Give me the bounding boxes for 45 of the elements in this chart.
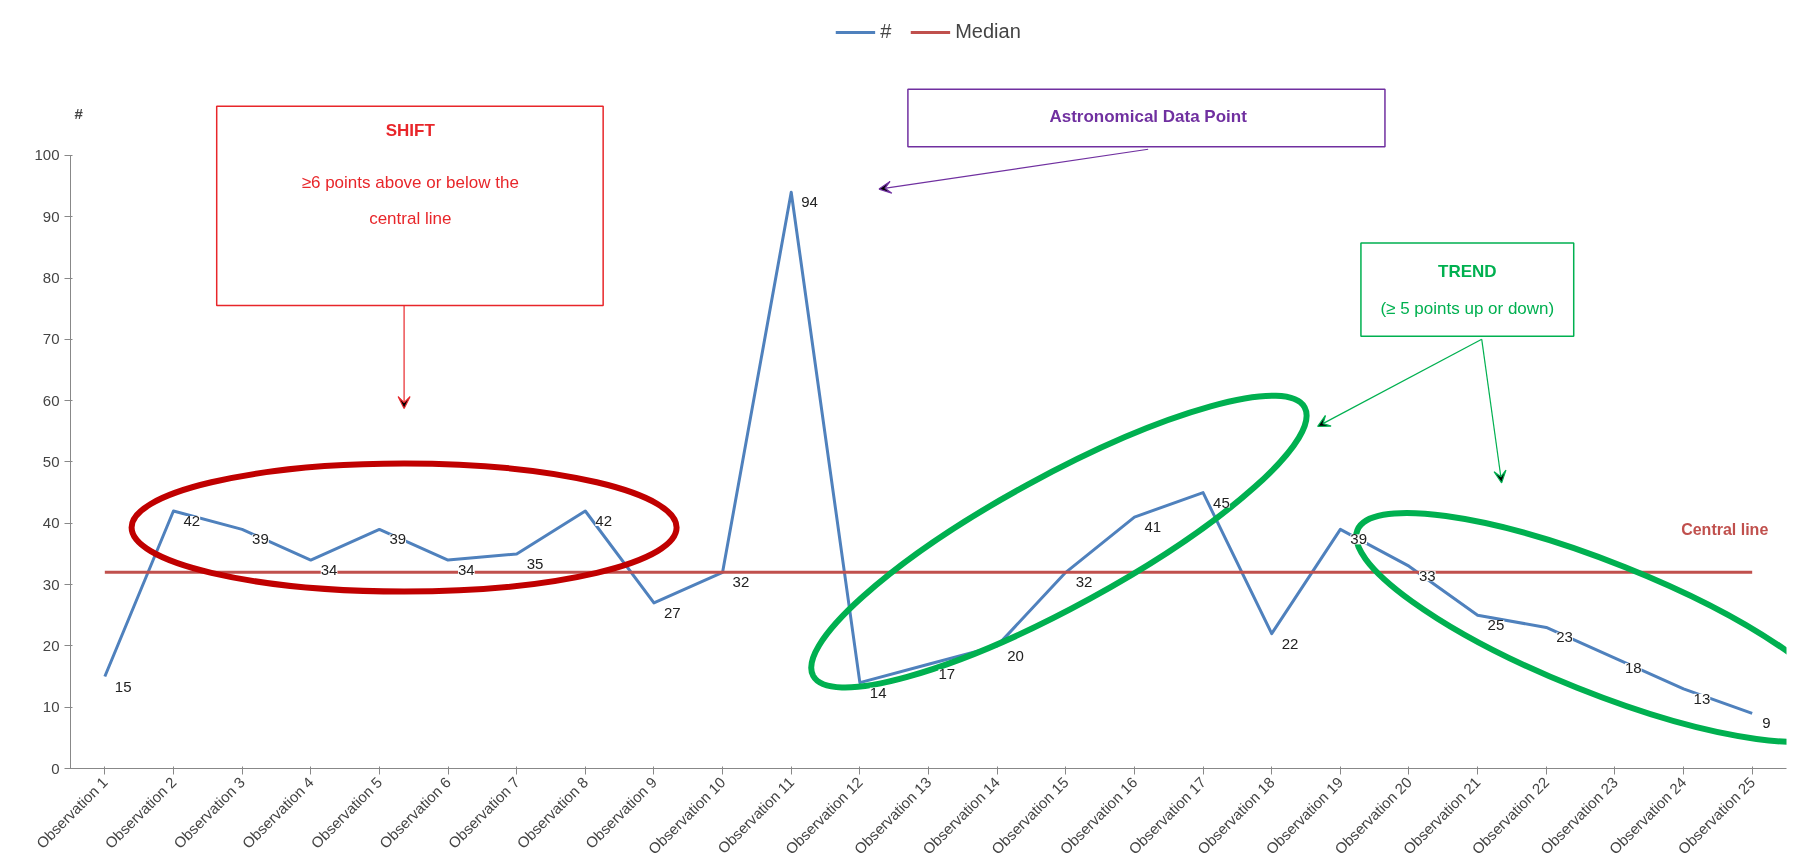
text: SHIFT — [385, 121, 436, 141]
y-tick-label: 70 — [42, 330, 60, 348]
data-label: 42 — [183, 511, 201, 529]
data-label: 35 — [526, 554, 544, 572]
text: Astronomical Data Point — [1049, 107, 1248, 127]
data-label: 41 — [1144, 518, 1162, 536]
y-tick-label: 60 — [42, 391, 60, 409]
legend-label: # — [880, 20, 893, 43]
y-tick-label: 40 — [42, 514, 60, 532]
data-label: 32 — [1075, 573, 1093, 591]
data-label: 33 — [1418, 567, 1436, 585]
y-tick-label: 80 — [42, 269, 60, 287]
data-label: 25 — [1487, 616, 1505, 634]
y-tick-label: 50 — [42, 452, 60, 470]
data-label: 39 — [252, 530, 269, 548]
data-label: 17 — [938, 665, 956, 683]
y-tick-label: 20 — [42, 636, 60, 654]
data-label: 15 — [114, 677, 132, 695]
annotation: ≥6 points above or below the central line — [301, 173, 519, 229]
data-label: 39 — [389, 530, 407, 548]
data-label: 23 — [1556, 628, 1573, 646]
y-axis-title: # — [74, 104, 84, 122]
data-label: 34 — [458, 561, 475, 579]
data-label: 39 — [1350, 530, 1368, 548]
data-label: 13 — [1693, 689, 1711, 707]
data-label: 94 — [801, 193, 818, 211]
data-label: 45 — [1213, 493, 1230, 511]
y-tick-label: 0 — [51, 759, 60, 777]
y-tick-label: 90 — [42, 207, 60, 225]
data-label: 18 — [1624, 659, 1642, 677]
y-tick-label: 100 — [34, 146, 60, 164]
annotation: Central line — [1681, 520, 1769, 538]
data-label: 20 — [1007, 646, 1024, 664]
data-label: 32 — [732, 573, 750, 591]
y-tick-label: 10 — [42, 698, 60, 716]
data-label: 14 — [869, 683, 887, 701]
y-tick-label: 30 — [42, 575, 60, 593]
data-label: 9 — [1762, 714, 1771, 732]
annotation: (≥ 5 points up or down) — [1380, 299, 1555, 319]
data-label: 34 — [320, 561, 338, 579]
legend-label: Median — [955, 20, 1021, 43]
data-label: 22 — [1281, 634, 1299, 652]
annotation: TREND — [1438, 262, 1497, 282]
data-label: 27 — [663, 603, 681, 621]
data-label: 42 — [595, 511, 612, 529]
